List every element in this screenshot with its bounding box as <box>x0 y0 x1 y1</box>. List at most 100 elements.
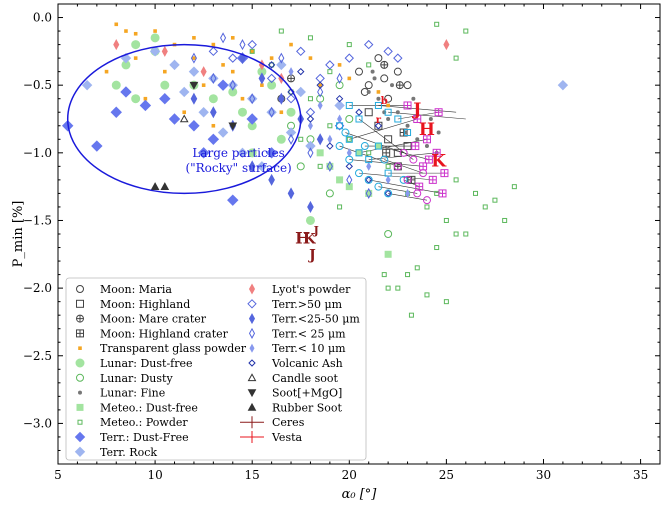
point-glass <box>376 90 381 94</box>
legend-label-rubber: Rubber Soot <box>272 401 342 414</box>
point-terr_gt50 <box>228 53 238 63</box>
legend-label-vesta: Vesta <box>271 431 303 444</box>
point-glass <box>201 83 206 87</box>
point-terr_rock <box>256 161 268 172</box>
point-terr_gt50 <box>247 39 257 50</box>
legend: Moon: Maria Moon: Highland Moon: Mare crat… <box>65 277 367 461</box>
point-meteo_powder <box>381 272 387 278</box>
point-glass <box>250 49 254 54</box>
point-lunar_fine <box>370 69 375 74</box>
point-mag_sq <box>440 169 449 178</box>
point-lunar_dustfree <box>276 134 286 144</box>
point-meteo_powder <box>337 204 343 210</box>
point-cyan_ci <box>345 155 354 164</box>
point-meteo_powder <box>434 21 440 27</box>
point-glass <box>279 110 284 115</box>
point-lunar_fine <box>405 123 410 128</box>
point-terr_dustfree <box>227 194 239 206</box>
point-meteo_powder <box>424 292 430 298</box>
asteroid-label: H <box>419 120 435 140</box>
point-volcanic <box>267 61 276 69</box>
point-moon_mare_crater <box>380 60 389 69</box>
point-lunar_dustfree <box>286 107 296 117</box>
legend-marker-moon_highland <box>76 299 84 308</box>
legend-marker-meteo_powder <box>77 419 83 425</box>
point-terr_gt50 <box>315 73 325 84</box>
point-cyan_sq <box>374 142 382 150</box>
point-meteo_powder <box>511 184 517 190</box>
legend-marker-glass <box>78 346 82 350</box>
legend-label-lunar_fine: Lunar: Fine <box>100 387 165 400</box>
point-moon_maria <box>393 67 402 76</box>
point-terr_dustfree <box>217 79 229 91</box>
point-terr_gt50 <box>344 53 354 63</box>
point-terr_dustfree <box>265 147 278 159</box>
point-glass <box>104 69 109 74</box>
legend-marker-lyot <box>248 283 256 295</box>
point-mag_sq <box>403 101 412 110</box>
point-volcanic <box>355 108 363 116</box>
point-glass <box>211 123 216 128</box>
point-mag_sq <box>415 182 424 191</box>
point-lyot <box>443 39 450 51</box>
point-meteo_powder <box>385 163 391 169</box>
point-mag_sq <box>422 135 431 144</box>
point-volcanic <box>306 115 315 123</box>
point-terr_lt10 <box>385 175 391 185</box>
x-axis-label: α₀ [°] <box>342 487 378 502</box>
point-cyan_sq <box>355 149 363 157</box>
asteroid-label: r <box>376 115 382 126</box>
point-cyan_sq <box>394 115 402 123</box>
legend-marker-soot_mgo <box>247 389 257 398</box>
point-glass <box>143 96 148 101</box>
point-lunar_dustfree <box>111 80 121 90</box>
x-tick-label: 25 <box>439 468 454 482</box>
point-meteo_powder <box>463 28 469 34</box>
legend-marker-moon_maria <box>76 285 84 293</box>
point-lunar_fine <box>436 130 441 135</box>
y-tick-label: −3.0 <box>23 416 52 430</box>
annotation-line-2: ("Rocky" surface) <box>185 161 291 175</box>
point-meteo_powder <box>346 42 352 48</box>
legend-marker-rubber <box>247 402 257 411</box>
point-lunar_fine <box>428 117 433 121</box>
point-glass <box>133 31 138 36</box>
point-meteo_powder <box>482 204 488 210</box>
point-mag_ci <box>399 148 408 157</box>
point-glass <box>230 36 235 40</box>
legend-marker-terr_25_50 <box>248 313 256 325</box>
point-terr_25_50 <box>316 133 324 146</box>
point-terr_dustfree <box>120 86 132 98</box>
point-terr_lt25 <box>326 160 333 172</box>
point-meteo_powder <box>408 312 414 318</box>
point-mag_sq-plus <box>429 176 437 184</box>
point-meteo_powder <box>424 204 430 210</box>
point-meteo_powder <box>463 231 469 237</box>
asteroid-label: J <box>307 248 316 264</box>
x-tick-label: 10 <box>147 468 162 482</box>
point-meteo_powder <box>453 231 459 237</box>
point-terr_lt25 <box>190 52 197 64</box>
point-glass <box>318 83 322 87</box>
legend-label-lyot: Lyot's powder <box>272 283 351 296</box>
point-terr_rock <box>217 127 229 138</box>
point-moon_mare_crater <box>395 81 404 90</box>
point-meteo_powder <box>366 62 372 68</box>
axis-labels: α₀ [°] P_min [%] <box>11 201 377 502</box>
point-terr_rock <box>188 66 200 77</box>
point-glass <box>192 56 196 60</box>
point-terr_25_50 <box>258 72 266 85</box>
point-mag_sq <box>428 175 437 184</box>
point-mag_sq-plus <box>404 101 412 109</box>
point-meteo_dustfree <box>355 149 363 157</box>
point-terr_rock <box>149 46 161 57</box>
point-meteo_powder <box>307 35 313 41</box>
legend-marker-lunar_dustfree <box>75 358 85 368</box>
legend-marker-terr_lt10 <box>249 343 255 353</box>
point-lunar_dusty <box>345 115 354 123</box>
asteroid-label: J <box>411 100 421 120</box>
legend-label-meteo_dustfree: Meteo.: Dust-free <box>100 401 198 414</box>
point-meteo_powder <box>492 197 498 203</box>
point-glass <box>240 96 245 101</box>
